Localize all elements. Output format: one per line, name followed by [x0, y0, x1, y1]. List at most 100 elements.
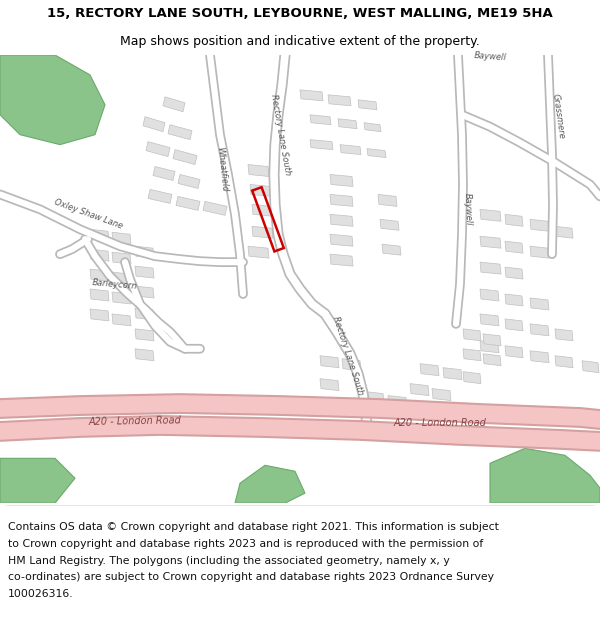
Polygon shape: [310, 139, 333, 149]
Polygon shape: [90, 229, 109, 241]
Polygon shape: [330, 214, 353, 226]
Polygon shape: [112, 292, 131, 304]
Polygon shape: [252, 226, 273, 238]
Polygon shape: [555, 356, 573, 367]
Polygon shape: [480, 289, 499, 301]
Polygon shape: [530, 324, 549, 336]
Polygon shape: [112, 252, 131, 264]
Polygon shape: [505, 267, 523, 279]
Polygon shape: [320, 356, 339, 367]
Polygon shape: [163, 97, 185, 112]
Polygon shape: [90, 249, 109, 261]
Polygon shape: [483, 334, 501, 346]
Polygon shape: [0, 458, 75, 503]
Polygon shape: [582, 361, 599, 372]
Polygon shape: [505, 319, 523, 331]
Polygon shape: [135, 308, 154, 320]
Polygon shape: [135, 349, 154, 361]
Polygon shape: [443, 368, 462, 379]
Text: Wheatfield: Wheatfield: [215, 146, 229, 192]
Text: Oxley Shaw Lane: Oxley Shaw Lane: [53, 198, 124, 231]
Polygon shape: [300, 90, 323, 101]
Polygon shape: [480, 236, 501, 248]
Polygon shape: [112, 314, 131, 326]
Polygon shape: [505, 241, 523, 253]
Polygon shape: [143, 117, 165, 132]
Polygon shape: [135, 266, 154, 278]
Polygon shape: [555, 226, 573, 238]
Polygon shape: [176, 196, 200, 211]
Polygon shape: [505, 214, 523, 226]
Polygon shape: [505, 346, 523, 358]
Polygon shape: [330, 174, 353, 186]
Polygon shape: [250, 184, 271, 196]
Polygon shape: [367, 149, 386, 158]
Polygon shape: [388, 396, 407, 408]
Polygon shape: [463, 329, 481, 341]
Text: 100026316.: 100026316.: [8, 589, 74, 599]
Polygon shape: [463, 349, 481, 361]
Text: Baywell: Baywell: [473, 51, 506, 62]
Text: Contains OS data © Crown copyright and database right 2021. This information is : Contains OS data © Crown copyright and d…: [8, 522, 499, 532]
Polygon shape: [530, 298, 549, 310]
Polygon shape: [505, 294, 523, 306]
Text: HM Land Registry. The polygons (including the associated geometry, namely x, y: HM Land Registry. The polygons (includin…: [8, 556, 450, 566]
Text: to Crown copyright and database rights 2023 and is reproduced with the permissio: to Crown copyright and database rights 2…: [8, 539, 483, 549]
Polygon shape: [483, 354, 501, 366]
Text: Barleycorn: Barleycorn: [92, 278, 138, 291]
Text: A20 - London Road: A20 - London Road: [394, 419, 487, 429]
Polygon shape: [252, 204, 273, 216]
Polygon shape: [135, 246, 154, 258]
Text: Grassmere: Grassmere: [550, 94, 566, 140]
Polygon shape: [320, 379, 339, 391]
Text: Rectory Lane South: Rectory Lane South: [331, 315, 365, 396]
Polygon shape: [432, 389, 451, 401]
Polygon shape: [378, 194, 397, 206]
Polygon shape: [330, 254, 353, 266]
Polygon shape: [410, 384, 429, 396]
Polygon shape: [235, 465, 305, 503]
Polygon shape: [135, 286, 154, 298]
Polygon shape: [490, 448, 600, 503]
Text: Rectory Lane South: Rectory Lane South: [269, 94, 293, 176]
Polygon shape: [248, 246, 269, 258]
Polygon shape: [364, 122, 381, 132]
Polygon shape: [342, 359, 361, 371]
Polygon shape: [358, 100, 377, 110]
Polygon shape: [365, 392, 384, 404]
Polygon shape: [530, 219, 549, 231]
Polygon shape: [310, 115, 331, 125]
Polygon shape: [330, 194, 353, 206]
Polygon shape: [555, 329, 573, 341]
Polygon shape: [328, 95, 351, 106]
Polygon shape: [146, 142, 170, 157]
Polygon shape: [530, 351, 549, 362]
Polygon shape: [90, 309, 109, 321]
Polygon shape: [112, 272, 131, 284]
Polygon shape: [480, 314, 499, 326]
Polygon shape: [340, 144, 361, 154]
Polygon shape: [338, 119, 357, 129]
Text: Map shows position and indicative extent of the property.: Map shows position and indicative extent…: [120, 35, 480, 48]
Polygon shape: [248, 164, 269, 176]
Polygon shape: [173, 149, 197, 164]
Polygon shape: [480, 262, 501, 274]
Polygon shape: [112, 232, 131, 244]
Polygon shape: [148, 189, 172, 203]
Text: A20 - London Road: A20 - London Road: [88, 416, 182, 428]
Polygon shape: [480, 209, 501, 221]
Polygon shape: [0, 55, 105, 144]
Text: co-ordinates) are subject to Crown copyright and database rights 2023 Ordnance S: co-ordinates) are subject to Crown copyr…: [8, 572, 494, 582]
Polygon shape: [463, 372, 481, 384]
Polygon shape: [382, 244, 401, 255]
Text: Baywell: Baywell: [463, 193, 473, 226]
Polygon shape: [480, 341, 499, 352]
Polygon shape: [90, 289, 109, 301]
Polygon shape: [178, 174, 200, 189]
Polygon shape: [420, 364, 439, 376]
Polygon shape: [153, 166, 175, 181]
Polygon shape: [380, 219, 399, 230]
Polygon shape: [203, 201, 227, 216]
Polygon shape: [330, 234, 353, 246]
Text: 15, RECTORY LANE SOUTH, LEYBOURNE, WEST MALLING, ME19 5HA: 15, RECTORY LANE SOUTH, LEYBOURNE, WEST …: [47, 8, 553, 20]
